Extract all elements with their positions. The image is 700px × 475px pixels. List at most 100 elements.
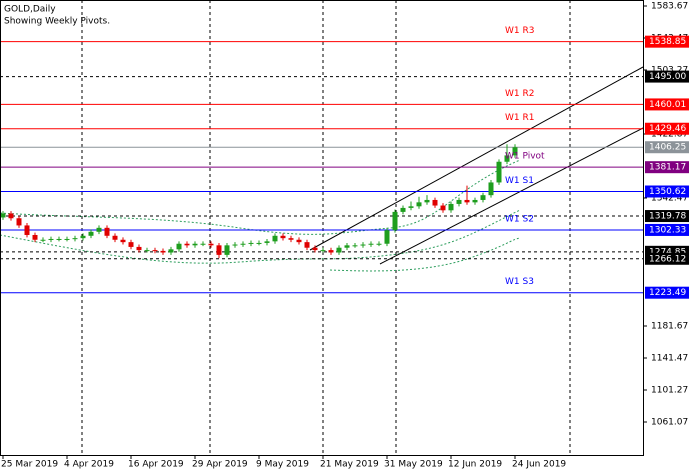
candle-body	[384, 230, 390, 244]
pivot-box	[645, 122, 689, 135]
x-tick-label: 31 May 2019	[384, 460, 443, 470]
candle-body	[112, 235, 118, 240]
candle-body	[224, 245, 230, 255]
candle-body	[448, 203, 454, 211]
pivot-box	[645, 98, 689, 111]
x-tick-label: 25 Mar 2019	[1, 460, 58, 470]
candle-body	[8, 213, 14, 219]
candle-body	[240, 243, 246, 245]
envelope-line	[329, 237, 521, 272]
candle-body	[248, 242, 254, 244]
candle-body	[408, 206, 414, 208]
candle-body	[336, 247, 342, 253]
pivot-name: W1 S2	[505, 214, 534, 224]
candle-body	[56, 238, 62, 240]
candle-body	[144, 250, 150, 252]
x-tick-label: 9 May 2019	[256, 460, 309, 470]
candle-body	[136, 246, 142, 251]
pivot-value: 1381.17	[649, 163, 686, 173]
candle-body	[264, 241, 270, 243]
x-tick-label: 21 May 2019	[320, 460, 379, 470]
candle-body	[288, 238, 294, 240]
pivot-box	[645, 223, 689, 236]
vertical-grid	[81, 0, 571, 455]
candle-body	[504, 155, 510, 162]
y-tick-label: 1141.47	[651, 353, 688, 363]
candle-body	[312, 247, 318, 251]
pivot-box	[645, 185, 689, 198]
candle-body	[32, 234, 38, 240]
candle-body	[120, 239, 126, 243]
x-tick-label: 16 Apr 2019	[128, 460, 184, 470]
candle-body	[168, 249, 174, 253]
pivot-value: 1223.49	[649, 288, 686, 298]
y-tick-label: 1101.27	[651, 385, 688, 395]
x-tick-label: 4 Apr 2019	[64, 460, 114, 470]
candle-body	[232, 244, 238, 246]
last-price-label: 1406.25	[649, 143, 686, 153]
channel-upper	[309, 66, 644, 251]
pivot-name: W1 R1	[505, 113, 534, 123]
candle-body	[40, 239, 46, 241]
pivot-value: 1350.62	[649, 187, 686, 197]
candle-body	[480, 195, 486, 200]
pivot-value: 1429.46	[649, 124, 686, 134]
candle-body	[16, 218, 22, 226]
y-tick-label: 1583.67	[651, 1, 688, 11]
candle-body	[368, 243, 374, 245]
candle-body	[88, 231, 94, 236]
candle-body	[472, 199, 478, 203]
y-tick-label: 1061.07	[651, 417, 688, 427]
candle-body	[464, 199, 470, 203]
candle-body	[184, 243, 190, 246]
candle-body	[328, 250, 334, 253]
pivot-name: W1 S3	[505, 277, 534, 287]
level-label: 1319.78	[649, 212, 686, 222]
plot	[0, 41, 643, 294]
y-tick-label: 1181.67	[651, 321, 688, 331]
level-label: 1495.00	[649, 72, 686, 82]
level-box	[645, 70, 689, 83]
pivot-name: W1 Pivot	[505, 152, 545, 162]
pivot-box	[645, 161, 689, 174]
candle-body	[80, 235, 86, 239]
candle-body	[152, 250, 158, 252]
candle-body	[360, 244, 366, 246]
level-label: 1274.85	[649, 247, 686, 257]
level-label: 1266.12	[649, 254, 686, 264]
candle-body	[400, 207, 406, 212]
pivot-box	[645, 286, 689, 299]
candle-body	[272, 235, 278, 242]
x-tick-label: 24 Jun 2019	[512, 460, 566, 470]
pivot-value: 1302.33	[649, 225, 686, 235]
candle-body	[352, 245, 358, 247]
level-box	[645, 210, 689, 223]
candle-body	[160, 250, 166, 253]
candle-body	[496, 161, 502, 183]
candle-body	[48, 238, 54, 240]
candle-body	[424, 199, 430, 203]
pivot-value: 1460.01	[649, 100, 686, 110]
pivot-box	[645, 35, 689, 48]
candle-body	[104, 227, 110, 236]
x-tick-label: 29 Apr 2019	[192, 460, 248, 470]
candle-body	[128, 242, 134, 247]
y-tick-label: 1503.27	[651, 65, 688, 75]
candle-body	[416, 202, 422, 207]
x-tick-label: 12 Jun 2019	[448, 460, 502, 470]
candle-body	[216, 245, 222, 255]
candle-body	[176, 243, 182, 250]
y-tick-label: 1342.47	[651, 193, 688, 203]
channel	[309, 66, 644, 265]
candle-body	[72, 238, 78, 240]
candle-body	[320, 250, 326, 252]
candle-body	[296, 239, 302, 243]
candle-body	[208, 243, 214, 246]
candle-body	[0, 213, 6, 218]
last-price-box	[645, 141, 689, 154]
candle-body	[456, 199, 462, 204]
pivot-value: 1538.85	[649, 37, 686, 47]
chart-title: GOLD,Daily	[4, 5, 56, 15]
